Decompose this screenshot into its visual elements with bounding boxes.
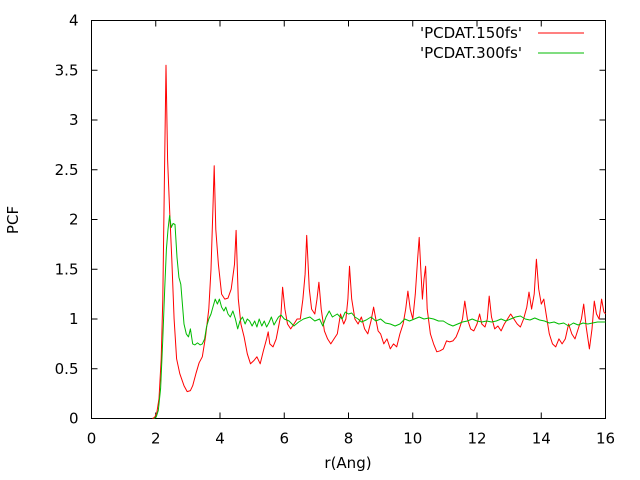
x-tick-label: 12 bbox=[467, 430, 486, 448]
x-tick-label: 2 bbox=[151, 430, 161, 448]
x-tick-label: 16 bbox=[596, 430, 615, 448]
y-tick-label: 0.5 bbox=[55, 360, 79, 378]
x-tick-label: 14 bbox=[532, 430, 551, 448]
x-tick-label: 0 bbox=[87, 430, 97, 448]
y-tick-label: 4 bbox=[69, 12, 79, 30]
x-tick-label: 6 bbox=[279, 430, 289, 448]
series-lines bbox=[152, 64, 606, 419]
y-tick-label: 2 bbox=[69, 211, 79, 229]
legend: 'PCDAT.150fs' 'PCDAT.300fs' bbox=[420, 24, 584, 62]
legend-label-150fs: 'PCDAT.150fs' bbox=[420, 24, 522, 42]
y-tick-label: 3.5 bbox=[55, 61, 79, 79]
y-axis-label: PCF bbox=[4, 206, 22, 234]
y-tick-label: 3 bbox=[69, 111, 79, 129]
x-tick-label: 8 bbox=[344, 430, 354, 448]
y-tick-label: 0 bbox=[69, 410, 79, 428]
y-tick-label: 1.5 bbox=[55, 260, 79, 278]
x-tick-label: 4 bbox=[215, 430, 225, 448]
plot-frame bbox=[91, 20, 606, 419]
series-line-150fs bbox=[152, 64, 606, 419]
series-line-300fs bbox=[153, 215, 606, 419]
legend-label-300fs: 'PCDAT.300fs' bbox=[420, 44, 522, 62]
axis-ticks: 0 2 4 6 8 10 12 14 16 0 0.5 1 1.5 2 2.5 3 3.5 4 bbox=[55, 12, 615, 448]
y-tick-label: 2.5 bbox=[55, 161, 79, 179]
y-tick-label: 1 bbox=[69, 310, 79, 328]
x-tick-label: 10 bbox=[403, 430, 422, 448]
x-axis-label: r(Ang) bbox=[324, 454, 371, 472]
